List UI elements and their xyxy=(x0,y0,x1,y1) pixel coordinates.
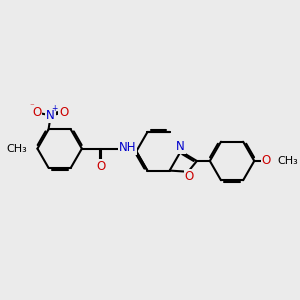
Text: O: O xyxy=(97,160,106,173)
Text: +: + xyxy=(51,104,58,113)
Text: N: N xyxy=(46,109,55,122)
Text: O: O xyxy=(32,106,41,118)
Text: N: N xyxy=(176,140,185,153)
Text: O: O xyxy=(59,106,68,118)
Text: O: O xyxy=(185,169,194,183)
Text: ⁻: ⁻ xyxy=(29,103,34,112)
Text: CH₃: CH₃ xyxy=(6,144,27,154)
Text: O: O xyxy=(262,154,271,167)
Text: CH₃: CH₃ xyxy=(278,156,298,166)
Text: NH: NH xyxy=(119,141,136,154)
